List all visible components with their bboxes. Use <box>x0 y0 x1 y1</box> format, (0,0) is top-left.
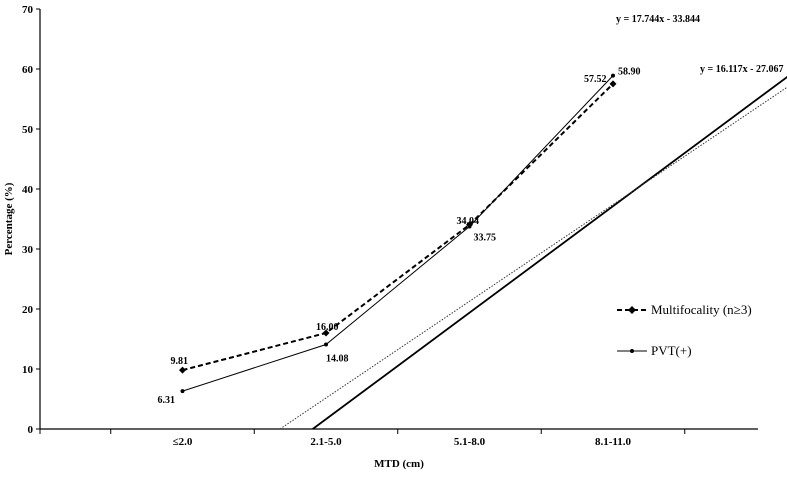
data-label-2: 58.90 <box>618 67 641 78</box>
legend-item-pvt: PVT(+) <box>617 343 692 358</box>
x-axis-title: MTD (cm) <box>374 458 424 470</box>
y-tick-label: 60 <box>22 64 34 76</box>
trendline-2 <box>279 86 787 430</box>
data-label-1: 57.52 <box>584 74 607 85</box>
y-tick-label: 40 <box>22 184 34 196</box>
x-tick-label: 5.1-8.0 <box>454 436 486 448</box>
trendlines: y = 17.744x - 33.844 y = 16.117x - 27.067 <box>279 14 787 430</box>
data-label-1: 16.00 <box>316 322 339 333</box>
series-line-1 <box>182 83 614 372</box>
x-tick-label: 8.1-11.0 <box>595 436 632 448</box>
series-line-2 <box>182 75 614 392</box>
legend-marker-pvt <box>630 349 634 353</box>
legend: Multifocality (n≥3) PVT(+) <box>617 302 752 358</box>
legend-label-pvt: PVT(+) <box>651 343 692 358</box>
axes: 0 10 20 30 40 50 60 70 ≤2.0 2.1-5.0 5.1-8.0 8.1-11.… <box>22 4 758 448</box>
legend-item-multifocality: Multifocality (n≥3) <box>617 302 752 317</box>
series-point-2 <box>611 73 615 78</box>
x-tick-label: ≤2.0 <box>173 436 193 448</box>
series-point-2 <box>180 389 185 394</box>
y-tick-label: 50 <box>22 124 34 136</box>
data-label-1: 9.81 <box>171 356 189 367</box>
series-lines <box>179 73 617 394</box>
series-point-2 <box>324 342 328 347</box>
data-label-2: 6.31 <box>158 395 176 406</box>
series-point-1 <box>609 80 617 88</box>
data-label-1: 34.04 <box>457 216 480 227</box>
y-tick-label: 20 <box>22 304 34 316</box>
trendline-1 <box>312 75 787 430</box>
y-tick-label: 70 <box>22 4 34 16</box>
y-tick-label: 10 <box>22 364 34 376</box>
series-point-1 <box>322 329 330 337</box>
trendline-equation-2: y = 16.117x - 27.067 <box>700 64 783 75</box>
data-labels: 9.81 16.00 34.04 57.52 6.31 14.08 33.75 58.90 <box>158 67 641 407</box>
x-tick-label: 2.1-5.0 <box>310 436 342 448</box>
data-label-2: 33.75 <box>474 233 497 244</box>
legend-label-multifocality: Multifocality (n≥3) <box>651 302 752 317</box>
y-tick-label: 0 <box>28 424 34 436</box>
trendline-equation-1: y = 17.744x - 33.844 <box>616 14 700 25</box>
data-label-2: 14.08 <box>326 354 349 365</box>
y-axis-title: Percentage (%) <box>3 182 15 255</box>
series-point-1 <box>179 366 186 374</box>
series-point-2 <box>467 224 472 229</box>
y-tick-label: 30 <box>22 244 34 256</box>
legend-marker-multifocality <box>628 306 636 314</box>
